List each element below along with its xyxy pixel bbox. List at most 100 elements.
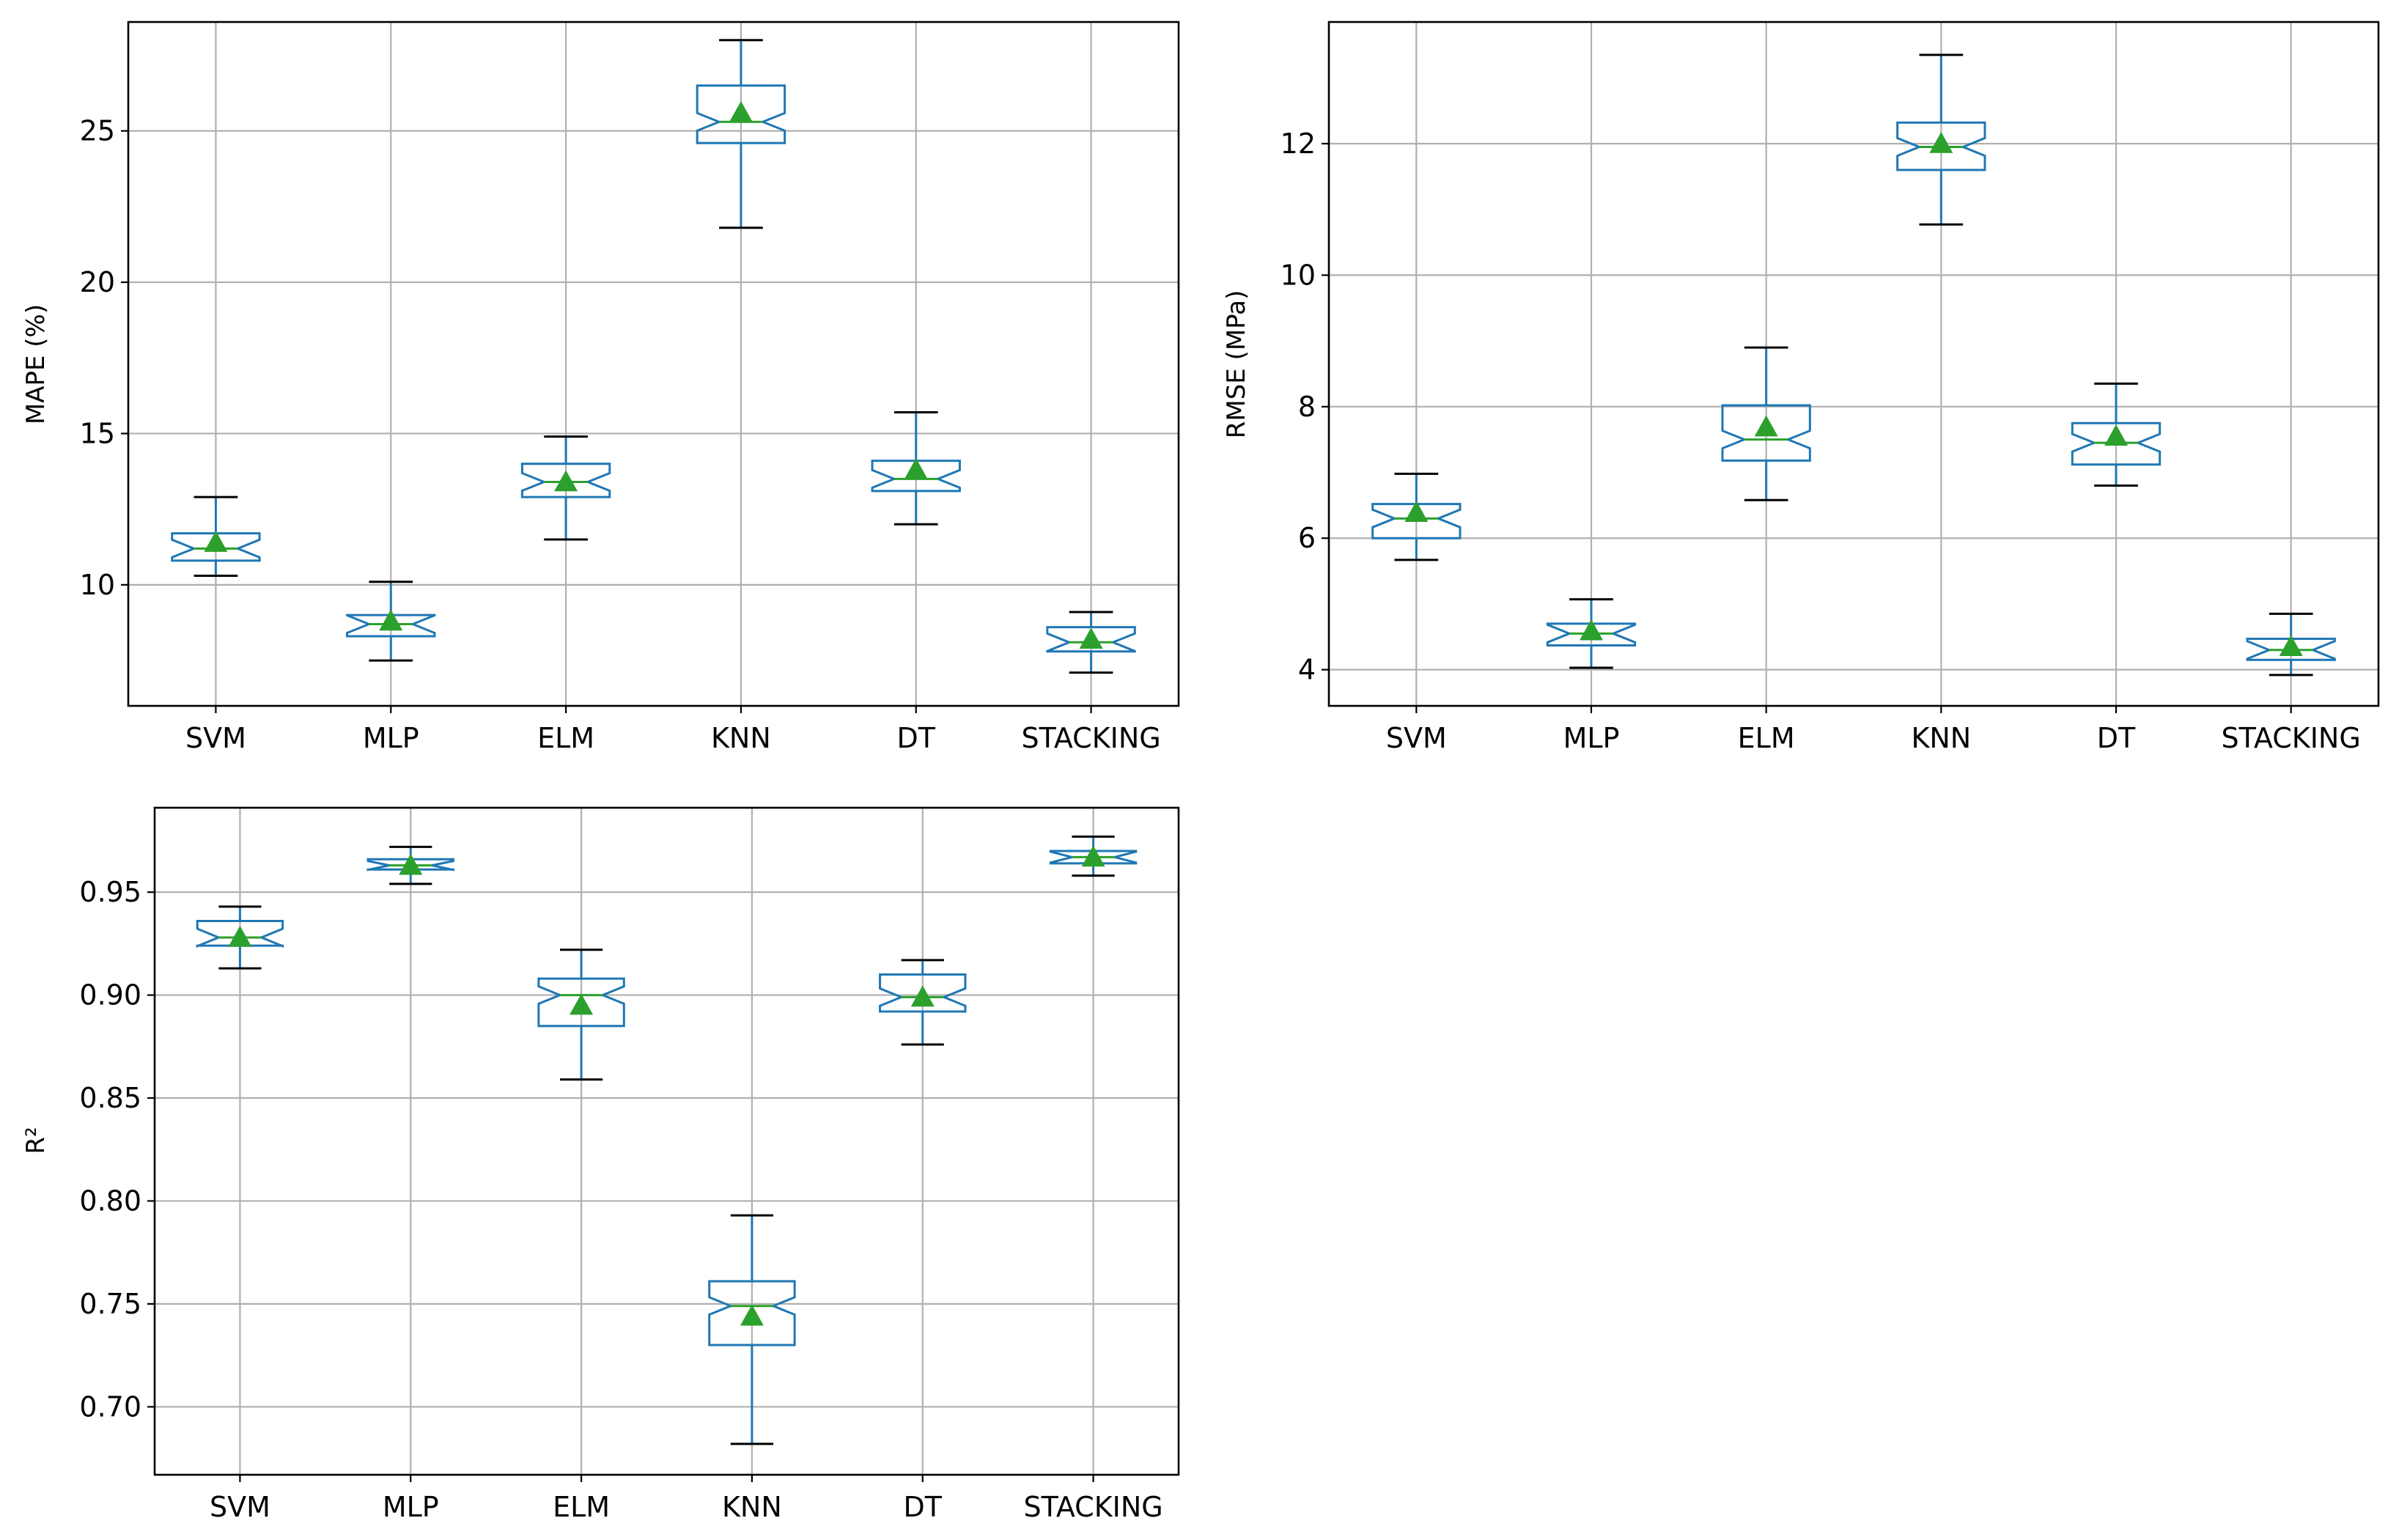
mape-box-body-knn [696, 84, 786, 144]
rmse-ytick-label: 8 [1298, 391, 1316, 423]
rmse-y-axis-label: RMSE (MPa) [1222, 290, 1251, 439]
r2-box-body-mlp [366, 858, 454, 872]
r2-ytick-label: 0.90 [79, 979, 141, 1012]
mape-ticks: 10 15 20 25 SVM MLP ELM KNN DT STACKING [80, 115, 1161, 754]
rmse-box-mlp [1546, 598, 1637, 669]
r2-box-body-elm [537, 977, 625, 1028]
r2-box-elm [537, 948, 625, 1081]
rmse-xtick-label-elm: ELM [1738, 722, 1795, 754]
r2-box-body-dt [879, 973, 967, 1013]
mape-box-dt [871, 411, 961, 526]
r2-xtick-label-stacking: STACKING [1023, 1491, 1162, 1523]
rmse-box-knn [1896, 54, 1986, 226]
rmse-box-stacking [2246, 612, 2336, 677]
r2-ytick-label: 0.95 [79, 876, 141, 908]
mape-mean-marker-svm [204, 531, 228, 552]
r2-box-svm [196, 905, 284, 970]
rmse-box-svm [1371, 472, 1462, 561]
r2-boxplot-panel: R² 0.70 0.75 0.80 0.85 0.90 0.95 SVM MLP ELM KNN D… [21, 806, 1180, 1523]
rmse-box-body-knn [1896, 121, 1986, 172]
mape-xtick-label-svm: SVM [185, 722, 246, 754]
r2-mean-marker-svm [228, 925, 252, 947]
rmse-box-body-mlp [1546, 622, 1637, 646]
r2-mean-marker-elm [570, 993, 594, 1015]
mape-xtick-label-knn: KNN [711, 722, 771, 754]
rmse-mean-marker-elm [1754, 415, 1778, 437]
r2-y-axis-label: R² [21, 1127, 51, 1154]
mape-box-svm [171, 495, 261, 577]
r2-ytick-label: 0.80 [79, 1185, 141, 1217]
rmse-mean-marker-knn [1929, 131, 1953, 153]
rmse-xtick-label-knn: KNN [1911, 722, 1971, 754]
mape-box-body-dt [871, 460, 961, 493]
r2-ytick-label: 0.75 [79, 1288, 141, 1320]
rmse-box-body-elm [1721, 404, 1811, 462]
rmse-box-elm [1721, 346, 1811, 501]
mape-xtick-label-mlp: MLP [363, 722, 419, 754]
mape-plot-frame [127, 21, 1180, 707]
rmse-mean-marker-stacking [2279, 635, 2303, 657]
rmse-grid [1329, 22, 2378, 706]
mape-box-body-svm [171, 532, 261, 562]
mape-box-stacking [1046, 611, 1136, 674]
rmse-boxplot-panel: RMSE (MPa) 4 6 8 10 12 SVM MLP ELM KNN DT STACKING [1222, 21, 2380, 754]
rmse-box-body-stacking [2246, 637, 2336, 661]
r2-box-body-knn [708, 1280, 796, 1346]
r2-xtick-label-knn: KNN [722, 1491, 782, 1523]
r2-ytick-label: 0.85 [79, 1082, 141, 1114]
mape-mean-marker-dt [904, 457, 928, 479]
mape-box-body-stacking [1046, 626, 1136, 653]
rmse-ticks: 4 6 8 10 12 SVM MLP ELM KNN DT STACKING [1280, 128, 2361, 754]
mape-box-knn [696, 39, 786, 229]
rmse-ytick-label: 4 [1298, 654, 1316, 686]
mape-xtick-label-dt: DT [897, 722, 936, 754]
mape-y-axis-label: MAPE (%) [21, 304, 51, 424]
rmse-xtick-label-stacking: STACKING [2222, 722, 2361, 754]
mape-ytick-label: 15 [80, 417, 115, 449]
mape-ytick-label: 25 [80, 115, 115, 147]
mape-box-body-elm [520, 463, 611, 498]
mape-mean-marker-stacking [1079, 627, 1103, 649]
r2-box-body-stacking [1049, 850, 1138, 865]
r2-xtick-label-elm: ELM [553, 1491, 610, 1523]
mape-ytick-label: 20 [80, 266, 115, 298]
mape-box-elm [520, 435, 611, 541]
rmse-mean-marker-svm [1404, 501, 1429, 523]
r2-mean-marker-knn [740, 1304, 764, 1326]
r2-mean-marker-dt [910, 985, 935, 1007]
rmse-xtick-label-svm: SVM [1386, 722, 1447, 754]
rmse-mean-marker-dt [2104, 424, 2128, 446]
mape-boxplot-panel: MAPE (%) 10 15 20 25 SVM MLP ELM KNN DT STACKING [21, 21, 1180, 754]
mape-grid [128, 22, 1179, 706]
r2-grid [155, 808, 1179, 1475]
rmse-ytick-label: 10 [1280, 259, 1316, 291]
rmse-box-dt [2071, 382, 2162, 487]
r2-box-dt [879, 959, 967, 1046]
r2-xtick-label-dt: DT [904, 1491, 943, 1523]
mape-box-mlp [346, 581, 436, 662]
rmse-ytick-label: 6 [1298, 522, 1316, 554]
mape-xtick-label-elm: ELM [537, 722, 594, 754]
rmse-xtick-label-mlp: MLP [1563, 722, 1620, 754]
r2-mean-marker-mlp [399, 853, 423, 875]
mape-box-body-mlp [346, 614, 436, 638]
r2-box-body-svm [196, 919, 284, 948]
r2-xtick-label-mlp: MLP [383, 1491, 439, 1523]
r2-plot-frame [153, 806, 1180, 1476]
rmse-mean-marker-mlp [1580, 619, 1603, 641]
mape-xtick-label-stacking: STACKING [1021, 722, 1160, 754]
mape-mean-marker-elm [554, 470, 578, 492]
mape-mean-marker-mlp [379, 609, 403, 631]
rmse-plot-frame [1327, 21, 2380, 707]
mape-ytick-label: 10 [80, 569, 115, 601]
r2-mean-marker-stacking [1081, 845, 1105, 867]
r2-ticks: 0.70 0.75 0.80 0.85 0.90 0.95 SVM MLP ELM KNN DT ST… [79, 876, 1162, 1523]
rmse-ytick-label: 12 [1280, 128, 1316, 160]
r2-box-mlp [366, 845, 454, 885]
rmse-xtick-label-dt: DT [2097, 722, 2136, 754]
r2-box-stacking [1049, 835, 1138, 877]
mape-mean-marker-knn [729, 100, 753, 122]
r2-ytick-label: 0.70 [79, 1390, 141, 1423]
